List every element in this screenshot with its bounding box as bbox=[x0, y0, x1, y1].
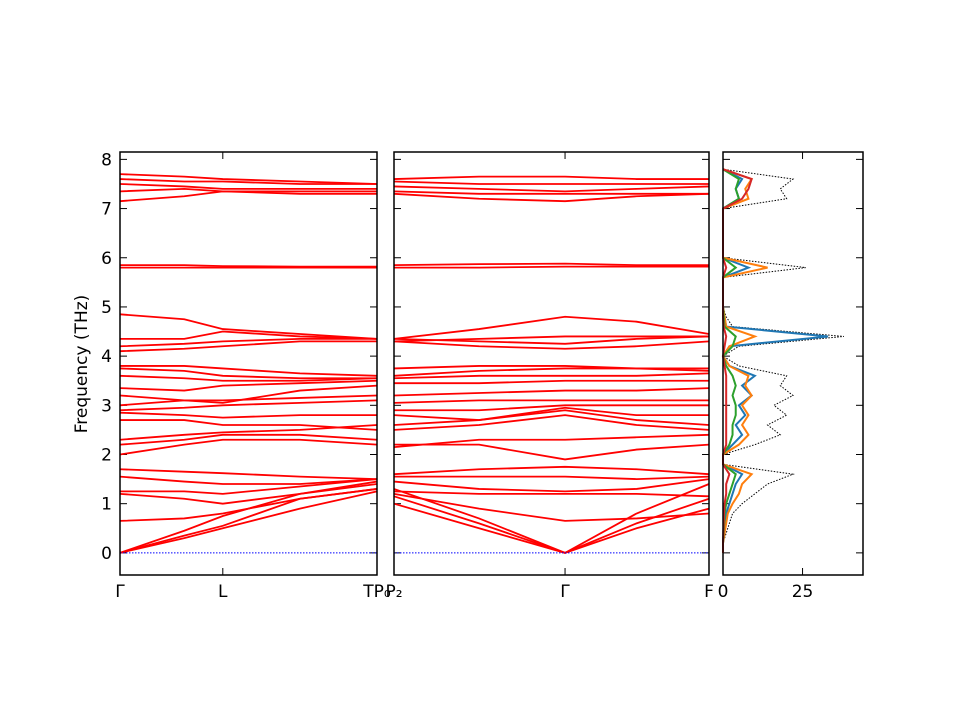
band-line bbox=[119, 367, 377, 380]
band-line bbox=[393, 409, 710, 426]
x-tick-label: TP₀ bbox=[362, 582, 391, 602]
panel-frame bbox=[119, 151, 378, 576]
band-line bbox=[393, 492, 710, 522]
band-line bbox=[119, 313, 378, 340]
panel-frame bbox=[722, 151, 864, 576]
band-line bbox=[393, 335, 709, 343]
band-line bbox=[393, 465, 710, 476]
band-line bbox=[393, 262, 709, 267]
band-line bbox=[119, 338, 377, 348]
band-line bbox=[393, 406, 709, 421]
x-tick-label: 0 bbox=[718, 582, 729, 602]
band-line bbox=[119, 488, 378, 522]
band-line bbox=[393, 490, 710, 498]
band-line bbox=[119, 394, 378, 407]
band-line bbox=[119, 384, 378, 404]
band-line bbox=[120, 365, 378, 377]
band-line bbox=[120, 478, 378, 495]
band-line bbox=[119, 190, 377, 203]
x-tick-label: P₂ bbox=[385, 582, 402, 602]
band-line bbox=[393, 387, 710, 397]
band-line bbox=[393, 372, 710, 380]
y-tick-label: 0 bbox=[101, 544, 112, 564]
band-line bbox=[119, 433, 378, 446]
band-line bbox=[119, 424, 378, 441]
band-line bbox=[119, 178, 377, 185]
y-tick-label: 7 bbox=[101, 200, 112, 220]
band-line bbox=[119, 438, 378, 456]
band-line bbox=[394, 379, 709, 385]
band-line bbox=[119, 490, 378, 554]
band-line bbox=[119, 183, 377, 190]
band-line bbox=[119, 399, 378, 412]
band-line bbox=[393, 180, 709, 185]
y-tick-label: 6 bbox=[101, 249, 112, 269]
band-line bbox=[393, 399, 709, 404]
y-tick-label: 4 bbox=[101, 347, 112, 367]
band-line bbox=[393, 175, 709, 180]
y-tick-label: 3 bbox=[101, 396, 112, 416]
band-line bbox=[120, 330, 378, 340]
band-line bbox=[394, 475, 710, 480]
panel-frame bbox=[393, 151, 710, 576]
y-axis-label: Frequency (THz) bbox=[72, 295, 92, 434]
band-line bbox=[119, 173, 378, 185]
band-line bbox=[394, 404, 709, 412]
y-tick-label: 5 bbox=[101, 298, 112, 318]
band-line bbox=[393, 433, 710, 449]
band-line bbox=[119, 411, 377, 419]
band-line bbox=[393, 185, 710, 193]
band-line bbox=[394, 443, 710, 461]
band-line bbox=[119, 475, 378, 485]
band-line bbox=[394, 265, 709, 269]
band-line bbox=[119, 340, 377, 353]
band-line bbox=[119, 187, 377, 193]
band-line bbox=[120, 419, 378, 431]
band-line bbox=[119, 480, 378, 505]
band-line bbox=[393, 365, 709, 370]
band-line bbox=[393, 478, 710, 493]
band-line bbox=[119, 379, 378, 392]
band-line bbox=[393, 340, 710, 350]
band-line bbox=[393, 192, 710, 203]
band-line bbox=[119, 374, 378, 382]
x-tick-label: F bbox=[704, 582, 714, 602]
x-tick-label: Γ bbox=[560, 582, 570, 602]
band-line bbox=[393, 190, 709, 195]
y-tick-label: 2 bbox=[101, 445, 112, 465]
y-tick-label: 1 bbox=[101, 495, 112, 515]
y-tick-label: 8 bbox=[101, 150, 112, 170]
band-line bbox=[393, 414, 710, 431]
x-tick-label: Γ bbox=[115, 582, 125, 602]
band-line bbox=[120, 264, 377, 268]
band-line bbox=[393, 315, 710, 340]
dos-line bbox=[722, 168, 844, 553]
x-tick-label: 25 bbox=[792, 582, 814, 602]
x-tick-label: L bbox=[218, 582, 228, 602]
band-line bbox=[119, 468, 378, 480]
